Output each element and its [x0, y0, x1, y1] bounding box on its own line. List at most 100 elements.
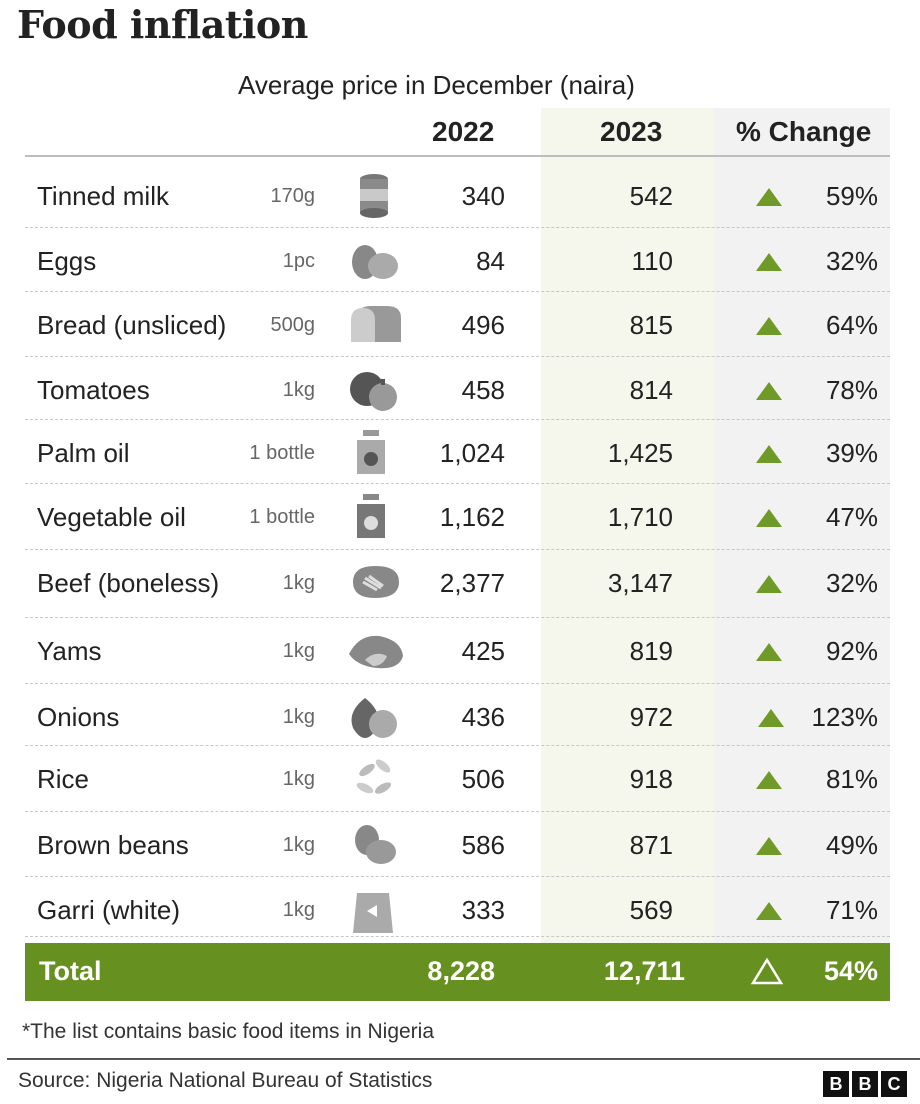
table-row: Palm oil 1 bottle 1,024 1,425 39% [25, 420, 890, 484]
item-unit: 170g [270, 185, 316, 207]
source-text: Source: Nigeria National Bureau of Stati… [18, 1069, 433, 1092]
value-2022: 84 [476, 246, 505, 276]
tinned-milk-icon [360, 174, 388, 218]
value-2023: 815 [629, 310, 673, 340]
value-change: 32% [825, 246, 878, 276]
up-triangle-icon [756, 771, 782, 789]
item-unit: 500g [270, 314, 316, 336]
value-2023: 542 [629, 181, 673, 211]
table-row: Beef (boneless) 1kg 2,377 3,147 32% [25, 550, 890, 618]
up-triangle-icon [756, 317, 782, 335]
table-row: Yams 1kg 425 819 92% [25, 618, 890, 684]
item-name: Rice [37, 764, 90, 794]
table-row: Vegetable oil 1 bottle 1,162 1,710 47% [25, 484, 890, 550]
value-2022: 2,377 [439, 568, 505, 598]
column-change-highlight [714, 108, 890, 943]
value-2023: 569 [629, 895, 673, 925]
value-2023: 972 [629, 702, 673, 732]
table-row: Eggs 1pc 84 110 32% [25, 228, 890, 292]
footer-divider [7, 1058, 920, 1060]
value-change: 59% [825, 181, 878, 211]
item-name: Brown beans [37, 830, 189, 860]
onions-icon [351, 698, 397, 738]
bbc-logo: B B C [823, 1071, 907, 1097]
item-unit: 1 bottle [249, 442, 315, 464]
item-name: Beef (boneless) [37, 568, 220, 598]
total-change: 54% [823, 956, 878, 986]
up-triangle-icon [756, 188, 782, 206]
item-unit: 1kg [282, 706, 315, 728]
item-name: Onions [37, 702, 120, 732]
item-unit: 1kg [282, 379, 315, 401]
logo-letter: B [823, 1071, 849, 1097]
chart-subtitle: Average price in December (naira) [238, 70, 635, 100]
value-change: 123% [811, 702, 879, 732]
value-2022: 458 [461, 375, 505, 405]
up-triangle-icon [756, 902, 782, 920]
value-2023: 819 [629, 636, 673, 666]
vegetable-oil-icon [357, 494, 385, 538]
header-divider [25, 155, 890, 157]
table-row: Tinned milk 170g 340 542 59% [25, 163, 890, 228]
value-change: 71% [825, 895, 878, 925]
palm-oil-icon [357, 430, 385, 474]
logo-letter: C [881, 1071, 907, 1097]
chart-title: Food inflation [17, 2, 308, 47]
up-triangle-icon [758, 709, 784, 727]
value-change: 49% [825, 830, 878, 860]
item-unit: 1 bottle [249, 506, 315, 528]
value-2022: 496 [461, 310, 505, 340]
value-2023: 1,710 [607, 502, 673, 532]
total-2023: 12,711 [603, 956, 685, 986]
value-change: 32% [825, 568, 878, 598]
table-row: Bread (unsliced) 500g 496 815 64% [25, 292, 890, 357]
value-change: 47% [825, 502, 878, 532]
item-name: Vegetable oil [37, 502, 186, 532]
value-2023: 3,147 [607, 568, 673, 598]
value-change: 92% [825, 636, 878, 666]
item-unit: 1kg [282, 899, 315, 921]
up-triangle-icon [756, 253, 782, 271]
garri-icon [353, 893, 393, 933]
up-triangle-icon [756, 575, 782, 593]
header-2023: 2023 [600, 116, 663, 147]
table-row: Onions 1kg 436 972 123% [25, 684, 890, 746]
table-row: Rice 1kg 506 918 81% [25, 746, 890, 812]
item-name: Palm oil [37, 438, 130, 468]
item-name: Yams [37, 636, 102, 666]
column-2023-highlight [541, 108, 714, 943]
yams-icon [349, 635, 403, 669]
item-name: Bread (unsliced) [37, 310, 227, 340]
item-unit: 1kg [282, 834, 315, 856]
table-row: Tomatoes 1kg 458 814 78% [25, 357, 890, 420]
up-triangle-icon [756, 445, 782, 463]
item-unit: 1kg [282, 572, 315, 594]
value-change: 78% [825, 375, 878, 405]
value-2022: 586 [461, 830, 505, 860]
up-triangle-icon [756, 837, 782, 855]
value-2022: 1,162 [439, 502, 505, 532]
value-2022: 1,024 [439, 438, 505, 468]
value-2023: 918 [629, 764, 673, 794]
item-name: Tomatoes [37, 375, 150, 405]
item-unit: 1kg [282, 768, 315, 790]
tomatoes-icon [350, 372, 397, 411]
rice-icon [356, 759, 392, 794]
beef-icon [353, 566, 399, 598]
up-triangle-icon [756, 382, 782, 400]
up-triangle-icon [756, 509, 782, 527]
header-change: % Change [736, 116, 872, 147]
brown-beans-icon [355, 825, 396, 864]
up-triangle-outline-icon [750, 957, 784, 985]
value-2022: 333 [461, 895, 505, 925]
item-unit: 1kg [282, 640, 315, 662]
total-row: Total 8,228 12,711 54% [25, 943, 890, 1001]
value-2022: 340 [461, 181, 505, 211]
value-change: 39% [825, 438, 878, 468]
item-name: Eggs [37, 246, 97, 276]
value-change: 81% [825, 764, 878, 794]
logo-letter: B [852, 1071, 878, 1097]
header-2022: 2022 [432, 116, 495, 147]
value-2023: 110 [631, 246, 673, 276]
value-2022: 436 [461, 702, 505, 732]
